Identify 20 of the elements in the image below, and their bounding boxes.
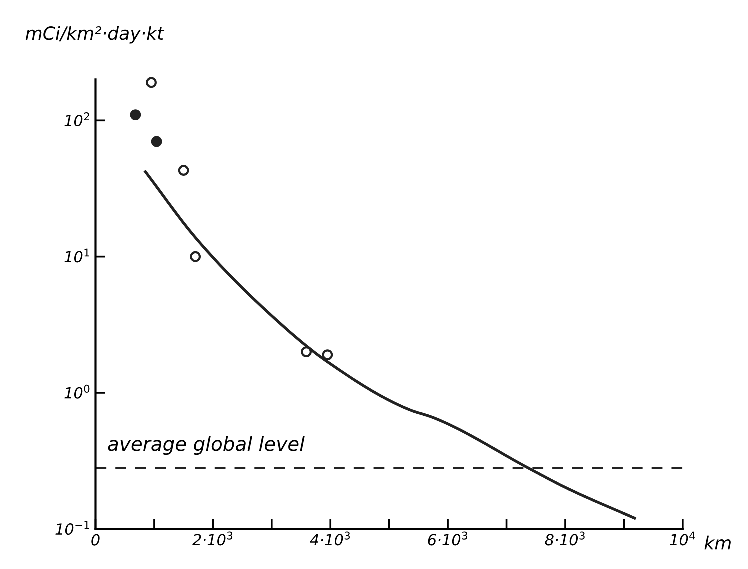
point (190, 251, 201, 262)
y-tick-label: 10$^{−1}$ (56, 521, 90, 536)
y-axis-title: mCi/km²·day·kt (26, 26, 165, 44)
x-tick-label: 2·10$^{3}$ (192, 532, 233, 546)
x-tick-label: 0 (92, 534, 100, 546)
y-tick-label: 10$^{0}$ (64, 384, 90, 399)
x-tick-label: 4·10$^{3}$ (310, 532, 350, 546)
x-axis-title: km (704, 536, 731, 550)
ref-line-label: average global level (108, 436, 305, 456)
y-tick-label: 10$^{1}$ (64, 248, 90, 263)
point (151, 136, 162, 148)
x-tick-label: 6·10$^{3}$ (428, 532, 468, 546)
point (301, 346, 312, 358)
x-tick-label: 8·10$^{3}$ (545, 532, 585, 546)
point (322, 350, 334, 360)
point (178, 165, 190, 176)
y-tick-label: 10$^{2}$ (64, 112, 90, 127)
point (130, 110, 142, 120)
x-tick-label: 10$^{4}$ (670, 532, 696, 546)
point (146, 77, 157, 88)
